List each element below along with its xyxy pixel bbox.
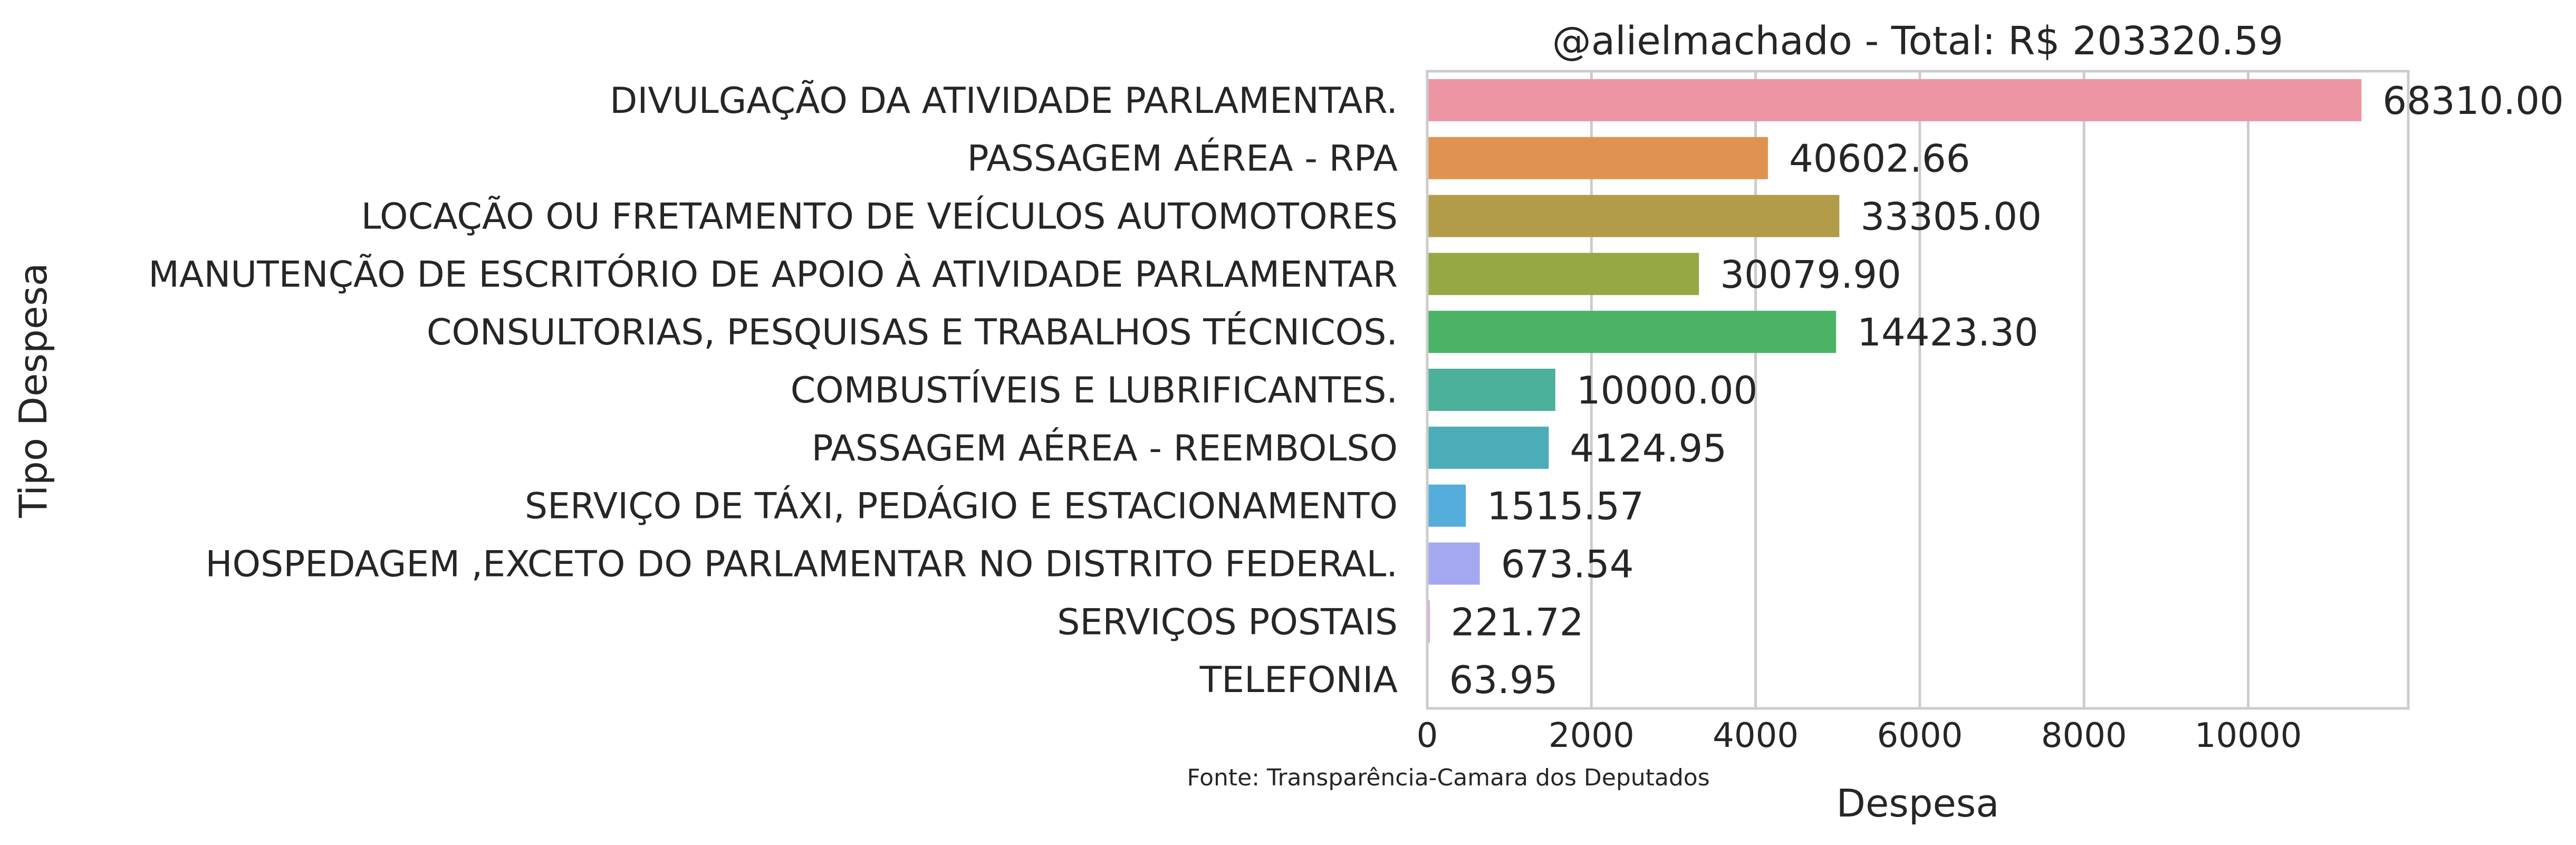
x-tick-label-0: 0 (1417, 716, 1438, 755)
bar-5 (1427, 369, 1555, 411)
category-label-0: DIVULGAÇÃO DA ATIVIDADE PARLAMENTAR. (610, 80, 1398, 122)
category-label-9: SERVIÇOS POSTAIS (1057, 601, 1398, 643)
chart-title: @alielmachado - Total: R$ 203320.59 (1552, 18, 2283, 64)
value-label-3: 30079.90 (1720, 252, 1901, 296)
bars (1427, 79, 2362, 701)
value-label-8: 673.54 (1501, 542, 1634, 586)
category-labels: DIVULGAÇÃO DA ATIVIDADE PARLAMENTAR. PASS… (148, 80, 1398, 701)
value-label-5: 10000.00 (1577, 368, 1758, 412)
bar-6 (1427, 426, 1549, 469)
value-label-4: 14423.30 (1857, 310, 2039, 354)
value-label-9: 221.72 (1451, 600, 1584, 644)
bar-1 (1427, 137, 1768, 179)
x-tick-label-2: 4000 (1713, 716, 1799, 755)
x-axis-title: Despesa (1837, 781, 2000, 825)
category-label-3: MANUTENÇÃO DE ESCRITÓRIO DE APOIO À ATIV… (148, 253, 1398, 295)
x-tick-label-5: 10000 (2195, 716, 2302, 755)
value-label-2: 33305.00 (1860, 195, 2042, 239)
bar-2 (1427, 195, 1840, 237)
category-label-5: COMBUSTÍVEIS E LUBRIFICANTES. (791, 369, 1398, 411)
category-label-6: PASSAGEM AÉREA - REEMBOLSO (812, 427, 1398, 469)
category-label-8: HOSPEDAGEM ,EXCETO DO PARLAMENTAR NO DIS… (205, 543, 1398, 585)
bar-7 (1427, 484, 1466, 527)
category-label-4: CONSULTORIAS, PESQUISAS E TRABALHOS TÉCN… (427, 311, 1398, 353)
x-tick-label-3: 6000 (1877, 716, 1963, 755)
bar-8 (1427, 542, 1480, 585)
bar-4 (1427, 311, 1837, 353)
category-label-1: PASSAGEM AÉREA - RPA (967, 138, 1398, 180)
value-label-1: 40602.66 (1789, 137, 1971, 181)
value-label-0: 68310.00 (2382, 79, 2564, 123)
bar-0 (1427, 79, 2362, 121)
value-labels: 68310.00 40602.66 33305.00 30079.90 14423.30… (1449, 79, 2564, 702)
x-tick-labels: 0 2000 4000 6000 8000 10000 (1417, 716, 2302, 755)
value-label-10: 63.95 (1449, 658, 1558, 702)
x-tick-label-1: 2000 (1549, 716, 1635, 755)
value-label-7: 1515.57 (1487, 484, 1644, 529)
plot-frame (1426, 70, 2410, 710)
category-label-10: TELEFONIA (1199, 659, 1398, 701)
category-label-7: SERVIÇO DE TÁXI, PEDÁGIO E ESTACIONAMENT… (525, 485, 1398, 527)
x-tick-label-4: 8000 (2041, 716, 2127, 755)
value-label-6: 4124.95 (1570, 426, 1727, 470)
bar-3 (1427, 253, 1699, 295)
category-label-2: LOCAÇÃO OU FRETAMENTO DE VEÍCULOS AUTOMO… (361, 196, 1398, 238)
source-note: Fonte: Transparência-Camara dos Deputado… (1187, 764, 1709, 791)
y-axis-title: Tipo Despesa (11, 263, 55, 518)
